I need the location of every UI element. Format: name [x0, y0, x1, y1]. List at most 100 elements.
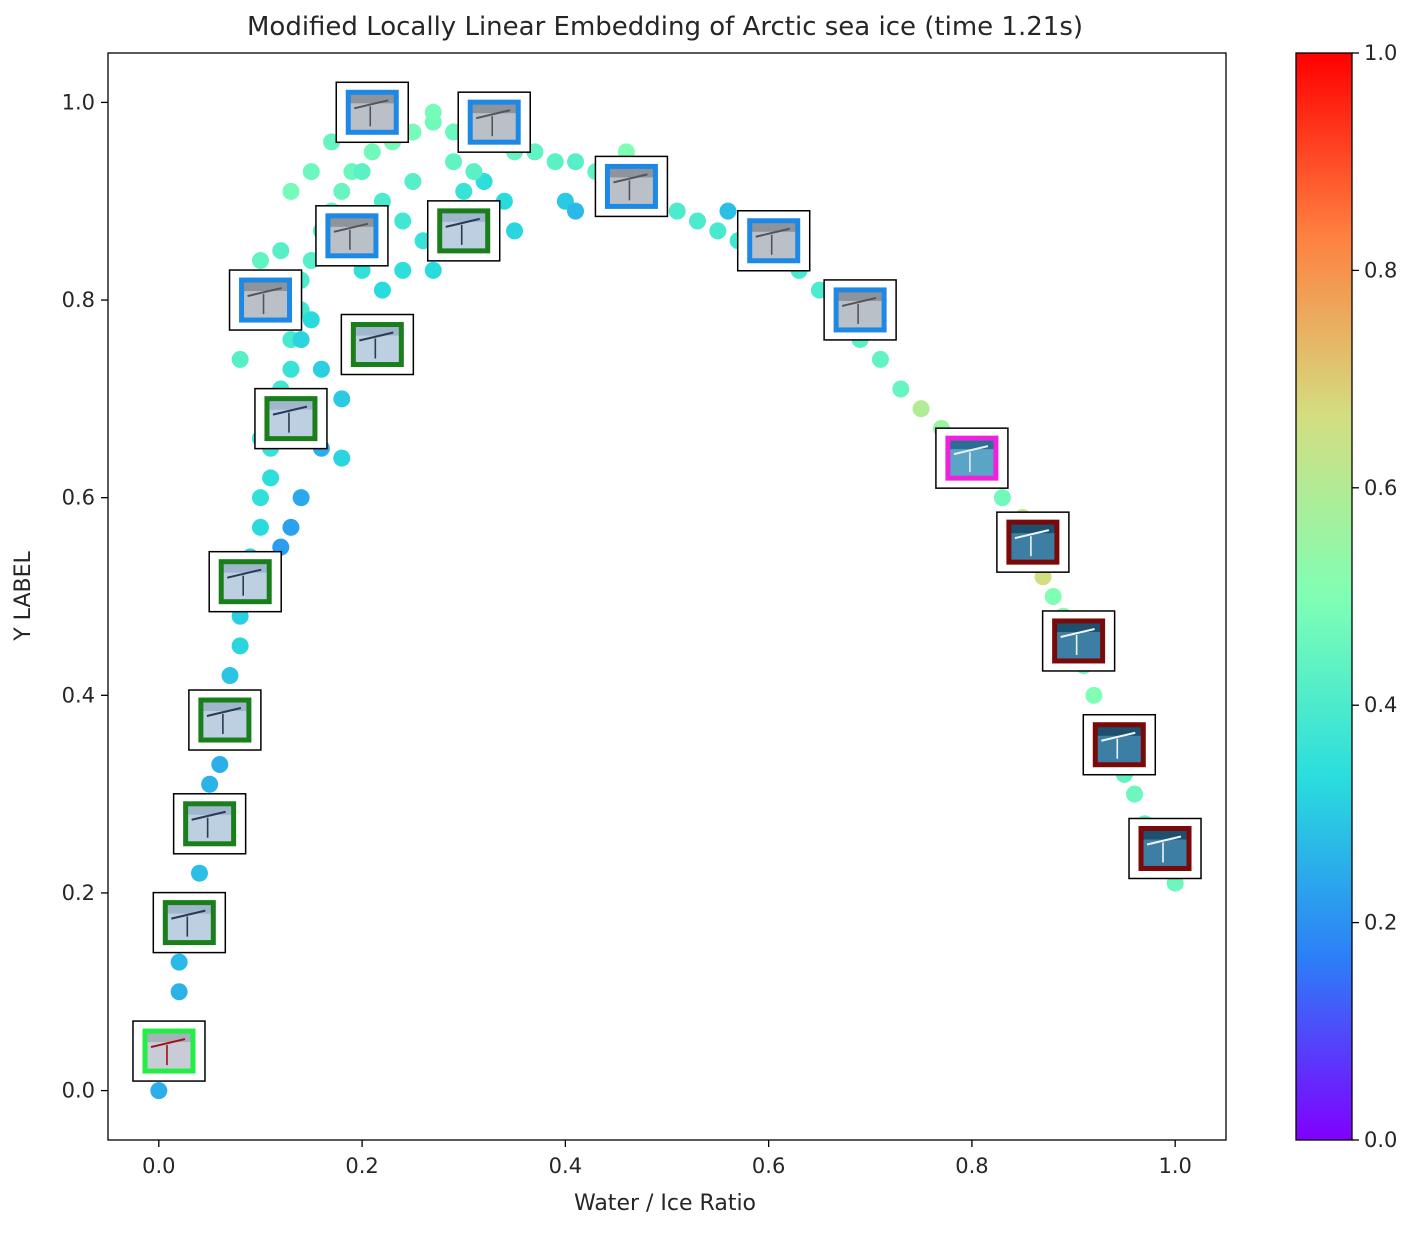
- scatter-point: [150, 1082, 168, 1100]
- scatter-point: [282, 182, 300, 200]
- image-thumbnail: [254, 387, 328, 450]
- colorbar-tick-label: 0.2: [1364, 911, 1397, 935]
- image-thumbnail: [340, 313, 415, 376]
- scatter-point: [262, 469, 280, 487]
- colorbar-gradient: [1295, 52, 1353, 1141]
- scatter-point: [221, 667, 239, 685]
- scatter-point: [211, 755, 229, 773]
- image-thumbnail: [1128, 817, 1202, 880]
- scatter-point: [394, 261, 412, 279]
- scatter-point: [709, 222, 727, 240]
- image-thumbnail: [996, 511, 1070, 573]
- scatter-point: [404, 172, 422, 190]
- image-thumbnail: [736, 210, 811, 272]
- colorbar: 0.0 0.2 0.4 0.6 0.8 1.0: [1295, 41, 1397, 1152]
- scatter-point: [170, 953, 188, 971]
- scatter-point: [567, 202, 585, 220]
- y-tick-label: 0.0: [62, 1079, 95, 1103]
- image-thumbnail: [228, 269, 303, 331]
- image-thumbnail: [152, 891, 227, 954]
- scatter-point: [871, 350, 889, 368]
- scatter-point: [394, 212, 412, 230]
- y-tick-label: 0.6: [62, 486, 95, 510]
- scatter-point: [363, 143, 381, 161]
- scatter-point: [282, 360, 300, 378]
- scatter-point: [333, 449, 351, 467]
- image-thumbnail: [208, 550, 282, 613]
- x-axis-label: Water / Ice Ratio: [574, 1191, 756, 1216]
- scatter-point: [1044, 588, 1062, 605]
- image-thumbnail: [315, 205, 389, 267]
- x-tick-label: 1.0: [1158, 1154, 1191, 1178]
- colorbar-tick-label: 0.4: [1364, 693, 1397, 717]
- scatter-point: [892, 380, 910, 398]
- image-thumbnail: [823, 279, 897, 341]
- colorbar-tick-label: 0.0: [1364, 1128, 1397, 1152]
- image-thumbnail: [335, 81, 410, 144]
- image-thumbnail: [172, 793, 247, 855]
- chart-title: Modified Locally Linear Embedding of Arc…: [247, 12, 1083, 42]
- scatter-point: [353, 163, 371, 181]
- image-thumbnail: [132, 1020, 206, 1082]
- image-thumbnail: [188, 689, 262, 751]
- scatter-point: [567, 153, 585, 171]
- colorbar-tick-label: 0.6: [1364, 476, 1397, 500]
- colorbar-tick-label: 1.0: [1364, 41, 1397, 65]
- scatter-point: [231, 637, 249, 655]
- scatter-point: [292, 331, 310, 349]
- plot-area: [132, 81, 1202, 1100]
- scatter-point: [1085, 686, 1103, 704]
- scatter-point: [424, 261, 442, 279]
- scatter-point: [251, 518, 269, 536]
- scatter-point: [1126, 785, 1144, 803]
- scatter-point: [170, 983, 188, 1001]
- scatter-point: [455, 182, 473, 200]
- plot-frame: [107, 52, 1227, 1141]
- x-tick-label: 0.8: [955, 1154, 988, 1178]
- image-thumbnail: [1082, 713, 1157, 776]
- image-thumbnail: [1041, 610, 1116, 672]
- scatter-point: [251, 489, 269, 507]
- x-tick-label: 0.6: [752, 1154, 785, 1178]
- scatter-point: [302, 311, 320, 329]
- scatter-point: [231, 350, 249, 368]
- scatter-point: [333, 390, 351, 408]
- scatter-point: [668, 202, 686, 220]
- scatter-point: [282, 518, 300, 536]
- image-thumbnail: [594, 155, 669, 218]
- x-tick-label: 0.2: [345, 1154, 378, 1178]
- scatter-point: [465, 163, 483, 181]
- y-tick-label: 1.0: [62, 90, 95, 114]
- scatter-point: [190, 864, 208, 882]
- image-thumbnail: [935, 427, 1009, 489]
- scatter-point: [506, 222, 524, 240]
- image-thumbnail: [426, 200, 501, 262]
- scatter-point: [445, 153, 463, 171]
- y-tick-label: 0.4: [62, 683, 95, 707]
- scatter-point: [292, 489, 310, 507]
- scatter-point: [302, 163, 320, 181]
- scatter-point: [912, 400, 930, 418]
- scatter-point: [424, 103, 442, 121]
- x-tick-label: 0.4: [549, 1154, 582, 1178]
- scatter-point: [201, 775, 219, 793]
- scatter-point: [719, 202, 737, 220]
- scatter-point: [373, 281, 391, 299]
- image-thumbnail: [457, 91, 531, 153]
- scatter-point: [993, 489, 1011, 507]
- scatter-point: [546, 153, 564, 171]
- y-axis-label: Y LABEL: [11, 551, 36, 642]
- scatter-point: [333, 182, 351, 200]
- scatter-point: [688, 212, 706, 230]
- scatter-point: [251, 252, 269, 270]
- x-axis: 0.0 0.2 0.4 0.6 0.8 1.0: [142, 1140, 1192, 1178]
- y-tick-label: 0.2: [62, 881, 95, 905]
- colorbar-tick-label: 0.8: [1364, 258, 1397, 282]
- x-tick-label: 0.0: [142, 1154, 175, 1178]
- scatter-point: [272, 242, 290, 260]
- scatter-point: [312, 360, 330, 378]
- y-axis: 0.0 0.2 0.4 0.6 0.8 1.0: [62, 90, 108, 1103]
- y-tick-label: 0.8: [62, 288, 95, 312]
